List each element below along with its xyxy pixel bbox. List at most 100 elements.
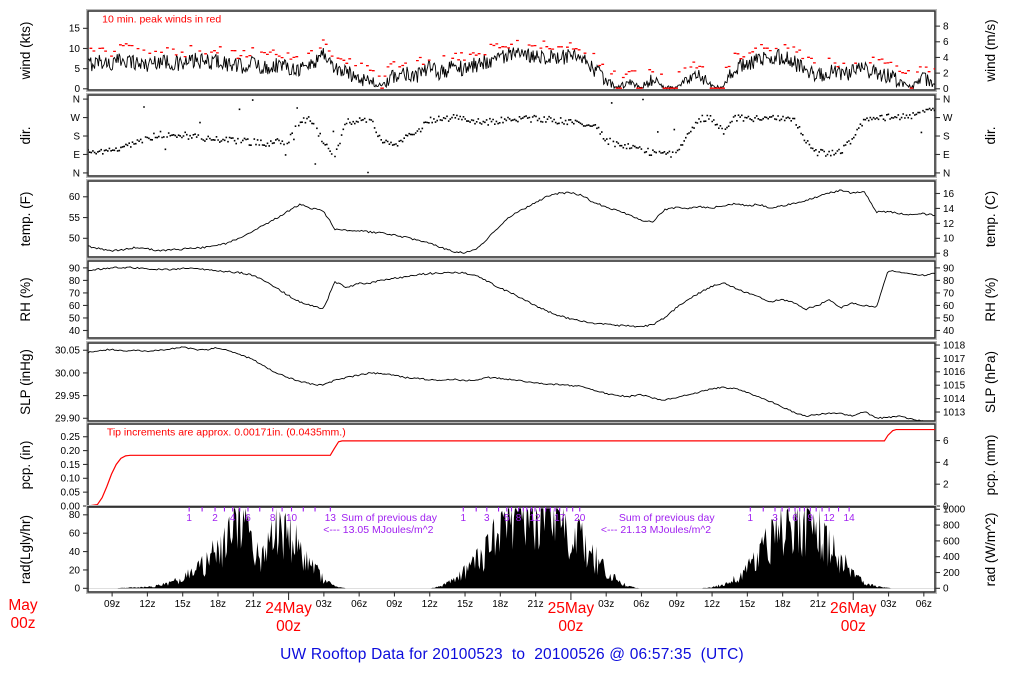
panel-pcp: 0.00 0.05 0.10 0.15 0.20 0.25 0 2 4 6 pcp. (in) pcp…	[18, 422, 998, 512]
axis-label-right-pcp: pcp. (mm)	[983, 435, 998, 496]
axis-label-right-rad: rad (W/m^2)	[983, 513, 998, 587]
svg-text:12z: 12z	[139, 599, 155, 610]
svg-text:rad(Lgly/hr): rad(Lgly/hr)	[18, 515, 33, 584]
svg-text:60: 60	[943, 301, 955, 312]
series-wind	[88, 39, 935, 90]
svg-text:0.15: 0.15	[61, 460, 81, 471]
svg-text:24May: 24May	[265, 600, 312, 617]
svg-text:20: 20	[69, 565, 81, 576]
clipped-date-label: May 00z	[0, 597, 46, 633]
svg-text:26May: 26May	[830, 600, 877, 617]
svg-text:10: 10	[69, 44, 81, 55]
axis-label-left-wind: wind (kts)	[18, 22, 33, 81]
svg-text:N: N	[943, 95, 950, 106]
svg-text:2: 2	[943, 69, 949, 80]
svg-text:8: 8	[943, 249, 949, 260]
svg-text:RH (%): RH (%)	[983, 277, 998, 321]
svg-text:12: 12	[529, 513, 541, 524]
svg-text:rad (W/m^2): rad (W/m^2)	[983, 513, 998, 587]
svg-text:9: 9	[808, 513, 814, 524]
svg-text:1014: 1014	[943, 394, 966, 405]
axis-label-right-wind: wind (m/s)	[983, 19, 998, 82]
sum-previous-day-0: Sum of previous day<--- 13.05 MJoules/m^…	[323, 512, 437, 536]
svg-text:18z: 18z	[492, 599, 508, 610]
svg-text:wind (kts): wind (kts)	[18, 22, 33, 81]
svg-text:09z: 09z	[386, 599, 402, 610]
svg-text:50: 50	[69, 313, 81, 324]
svg-text:W: W	[943, 113, 953, 124]
svg-text:10: 10	[286, 513, 298, 524]
svg-text:0.05: 0.05	[61, 488, 81, 499]
svg-text:21z: 21z	[810, 599, 826, 610]
svg-text:0.20: 0.20	[61, 446, 81, 457]
svg-text:15: 15	[69, 24, 81, 35]
svg-text:60: 60	[69, 192, 81, 203]
x-axis: 09z 12z 15z 18z 21z 03z 06z 09z 12z 15z 18z 21z 03z 0…	[104, 592, 932, 635]
svg-text:Sum of previous day: Sum of previous day	[341, 512, 437, 524]
svg-text:200: 200	[943, 568, 960, 579]
svg-text:09z: 09z	[669, 599, 685, 610]
svg-text:W: W	[71, 113, 81, 124]
svg-text:E: E	[73, 150, 80, 161]
svg-text:30.05: 30.05	[55, 346, 80, 357]
series-dir	[88, 98, 935, 174]
svg-text:12z: 12z	[422, 599, 438, 610]
svg-text:10: 10	[943, 234, 955, 245]
svg-text:0: 0	[943, 584, 949, 595]
svg-text:16: 16	[943, 189, 955, 200]
svg-text:00z: 00z	[841, 618, 866, 635]
svg-text:6: 6	[943, 37, 949, 48]
svg-text:Sum of previous day: Sum of previous day	[619, 512, 715, 524]
svg-text:55: 55	[69, 213, 81, 224]
svg-text:6: 6	[245, 513, 251, 524]
svg-text:12: 12	[943, 219, 955, 230]
solar-radiation	[88, 508, 935, 589]
svg-text:29.90: 29.90	[55, 414, 80, 425]
svg-text:SLP (inHg): SLP (inHg)	[18, 349, 33, 415]
svg-text:1016: 1016	[943, 367, 966, 378]
svg-text:0.00: 0.00	[61, 501, 81, 512]
svg-text:pcp. (in): pcp. (in)	[18, 441, 33, 490]
series-temp	[88, 189, 935, 254]
svg-text:06z: 06z	[633, 599, 649, 610]
temperature	[88, 189, 935, 254]
svg-text:0.10: 0.10	[61, 474, 81, 485]
panel-temp: 50 55 60 8 10 12 14 16 temp. (F) temp. (C)	[18, 179, 998, 260]
wind-sustained	[88, 47, 935, 90]
svg-text:50: 50	[69, 234, 81, 245]
wind-10min-peaks	[89, 39, 935, 89]
svg-text:8: 8	[270, 513, 276, 524]
svg-text:<--- 21.13 MJoules/m^2: <--- 21.13 MJoules/m^2	[601, 524, 711, 536]
svg-text:0: 0	[74, 584, 80, 595]
svg-text:8: 8	[943, 22, 949, 33]
svg-text:pcp. (mm): pcp. (mm)	[983, 435, 998, 496]
svg-text:14: 14	[943, 204, 955, 215]
svg-text:40: 40	[69, 326, 81, 337]
axis-label-right-rh: RH (%)	[983, 277, 998, 321]
svg-text:temp. (F): temp. (F)	[18, 192, 33, 247]
svg-text:06z: 06z	[916, 599, 932, 610]
svg-text:12: 12	[824, 513, 836, 524]
svg-text:dir.: dir.	[983, 126, 998, 144]
svg-text:600: 600	[943, 536, 960, 547]
svg-text:70: 70	[943, 288, 955, 299]
clipped-date-line2: 00z	[10, 615, 36, 632]
svg-text:1000: 1000	[943, 505, 966, 516]
svg-text:80: 80	[69, 276, 81, 287]
svg-text:21z: 21z	[528, 599, 544, 610]
svg-text:S: S	[73, 131, 80, 142]
svg-text:15z: 15z	[175, 599, 191, 610]
svg-text:1013: 1013	[943, 407, 966, 418]
clipped-date-line1: May	[8, 597, 38, 614]
svg-text:6: 6	[943, 436, 949, 447]
svg-text:00z: 00z	[276, 618, 301, 635]
series-rh	[88, 266, 935, 328]
svg-text:06z: 06z	[351, 599, 367, 610]
axis-label-left-rad: rad(Lgly/hr)	[18, 515, 33, 584]
